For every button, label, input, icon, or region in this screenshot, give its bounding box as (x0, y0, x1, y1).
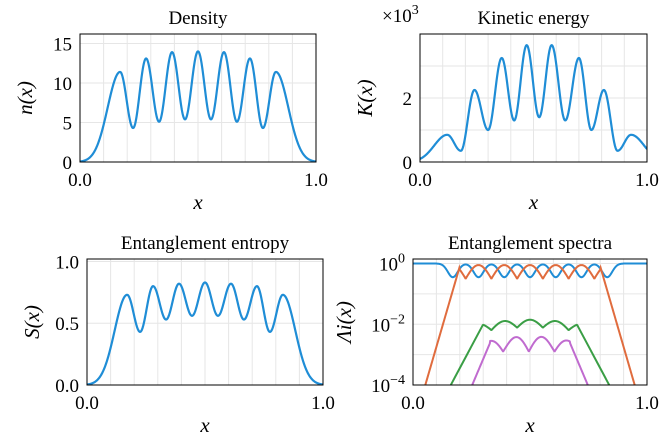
chart-title: Entanglement spectra (448, 233, 613, 254)
panel-3: Entanglement spectra 0.0 1.0 100 10−2 10−4 x Λi… (332, 233, 659, 437)
plot-frame (412, 258, 648, 386)
y-axis-label: S(x) (20, 305, 44, 339)
x-tick-label: 0.0 (408, 170, 432, 191)
y-tick-label: 10−2 (371, 312, 405, 336)
y-tick-label: 15 (53, 34, 72, 55)
x-tick-label: 1.0 (635, 393, 659, 414)
series-group (87, 281, 323, 385)
x-tick-label: 1.0 (635, 170, 659, 191)
series-line (471, 335, 589, 385)
chart-title: Density (168, 8, 228, 29)
x-axis-label: x (192, 190, 203, 214)
series-group (420, 44, 647, 160)
x-tick-label: 0.0 (68, 170, 92, 191)
series-group (413, 262, 647, 385)
plot-frame (79, 33, 317, 163)
panel-0: Density 0.0 1.0 0 5 10 15 x n(x) (13, 8, 328, 214)
panel-1: Kinetic energy 0.0 1.0 0 2 ×103 x K(x) (353, 3, 659, 214)
grid (87, 259, 323, 386)
x-tick-label: 0.0 (75, 393, 99, 414)
y-tick-label: 0.0 (55, 376, 79, 397)
y-axis-label: n(x) (13, 81, 37, 115)
x-axis-label: x (524, 413, 535, 437)
x-axis-label: x (528, 190, 539, 214)
y-tick-label: 0 (63, 153, 73, 174)
series-line (80, 50, 316, 162)
series-line (424, 264, 636, 385)
y-axis-label: Λi(x) (332, 301, 356, 345)
series-line (87, 281, 323, 385)
y-tick-label: 10−4 (371, 373, 405, 397)
x-tick-label: 1.0 (311, 393, 335, 414)
series-line (413, 262, 647, 279)
series-line (420, 44, 647, 160)
plot-frame (419, 33, 648, 163)
y-tick-label: 2 (403, 89, 413, 110)
y-tick-label: 0 (403, 153, 413, 174)
y-axis-label: K(x) (353, 79, 377, 117)
y-tick-label: 10 (53, 74, 72, 95)
x-tick-label: 0.0 (401, 393, 425, 414)
y-tick-label: 0.5 (55, 314, 79, 335)
axis-multiplier: ×103 (382, 3, 419, 27)
plot-frame (86, 258, 324, 386)
y-tick-label: 1.0 (55, 252, 79, 273)
series-group (80, 50, 316, 162)
grid (80, 34, 316, 163)
x-tick-label: 1.0 (304, 170, 328, 191)
chart-title: Kinetic energy (477, 8, 590, 29)
x-axis-label: x (199, 413, 210, 437)
y-tick-label: 100 (379, 252, 405, 276)
series-line (449, 318, 611, 385)
panel-2: Entanglement entropy 0.0 1.0 0.0 0.5 1.0 x S(x) (20, 233, 335, 437)
chart-title: Entanglement entropy (121, 233, 290, 254)
y-tick-label: 5 (63, 113, 73, 134)
